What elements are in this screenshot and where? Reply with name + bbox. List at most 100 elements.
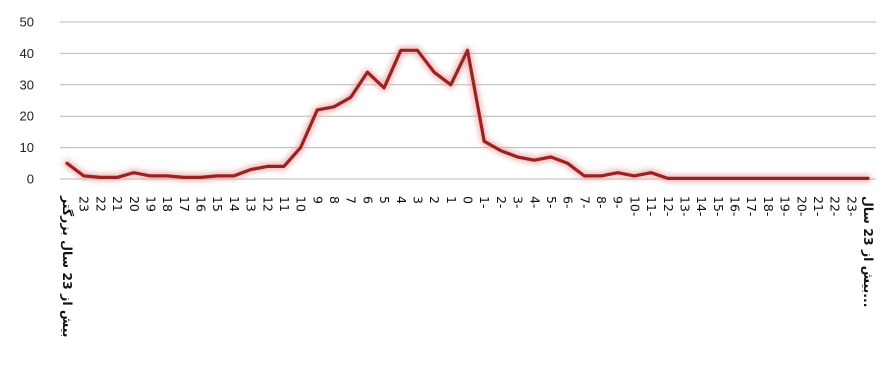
data-point xyxy=(699,177,703,180)
x-tick-label: 21- xyxy=(811,196,826,216)
data-point xyxy=(583,174,586,178)
x-tick-label: 18- xyxy=(761,196,776,216)
x-tick-label: 8- xyxy=(594,196,609,208)
x-tick-label: 3- xyxy=(511,196,526,208)
series-line-shadow xyxy=(63,46,872,182)
x-tick-label: 3 xyxy=(410,196,425,204)
x-tick-label: 13- xyxy=(677,196,692,216)
data-point xyxy=(850,177,853,180)
data-point xyxy=(416,49,419,52)
x-tick-label: 1 xyxy=(444,196,459,204)
data-point xyxy=(766,177,770,180)
data-point xyxy=(249,168,252,171)
data-point xyxy=(399,49,402,52)
data-point xyxy=(733,177,736,180)
data-point xyxy=(549,155,553,159)
data-point xyxy=(366,71,369,74)
x-tick-label: 15- xyxy=(711,196,726,216)
y-axis-ticks: 0 10 20 30 40 50 xyxy=(20,15,34,187)
x-tick-label: 14 xyxy=(227,196,242,212)
x-tick-label: 23 xyxy=(77,196,92,212)
x-tick-label: 8 xyxy=(327,196,342,204)
data-point xyxy=(432,71,436,74)
x-tick-label: 20 xyxy=(127,196,142,212)
x-tick-label: 6- xyxy=(561,196,576,208)
y-tick-label: 40 xyxy=(20,46,34,61)
data-point xyxy=(666,177,669,180)
y-tick-label: 50 xyxy=(20,15,34,30)
data-point xyxy=(749,177,753,180)
data-point xyxy=(299,146,302,149)
x-tick-label: 19- xyxy=(778,196,793,216)
data-point xyxy=(266,165,269,168)
data-point xyxy=(199,176,202,179)
x-tick-label: 22 xyxy=(93,196,108,212)
y-tick-label: 10 xyxy=(20,140,34,155)
x-tick-label: 1- xyxy=(477,196,492,208)
x-tick-label: بیش از 23 سال... xyxy=(861,196,876,308)
data-point xyxy=(466,49,469,52)
x-tick-label: 12 xyxy=(260,196,275,212)
data-point xyxy=(866,177,870,180)
data-point xyxy=(566,162,569,165)
data-point xyxy=(165,174,169,178)
data-point xyxy=(282,165,286,168)
x-tick-label: 21 xyxy=(110,196,125,212)
y-tick-label: 20 xyxy=(20,109,34,124)
data-point xyxy=(149,174,152,178)
data-point xyxy=(516,155,519,159)
x-tick-label: 9- xyxy=(611,196,626,208)
data-point xyxy=(115,176,119,179)
data-point xyxy=(482,140,486,143)
x-tick-label: 23- xyxy=(844,196,859,216)
data-point xyxy=(99,176,102,179)
data-point xyxy=(599,174,603,178)
x-tick-label: 19 xyxy=(143,196,158,212)
data-point xyxy=(816,177,820,180)
data-point xyxy=(332,105,336,108)
data-point xyxy=(449,83,453,87)
x-tick-label: 14- xyxy=(694,196,709,216)
x-tick-label: 10 xyxy=(294,196,309,212)
x-tick-label: 0 xyxy=(461,196,476,204)
x-tick-label: 22- xyxy=(828,196,843,216)
x-tick-label: 15 xyxy=(210,196,225,212)
data-point xyxy=(800,177,803,180)
y-tick-label: 0 xyxy=(27,172,34,187)
data-point xyxy=(82,174,85,178)
x-tick-label: 11 xyxy=(277,196,292,212)
x-tick-label: 16- xyxy=(728,196,743,216)
series-group xyxy=(63,46,872,182)
x-tick-label: 5- xyxy=(544,196,559,208)
x-tick-label: 2- xyxy=(494,196,509,208)
data-point xyxy=(833,177,836,180)
data-point xyxy=(182,176,186,179)
x-tick-label: 11- xyxy=(644,196,659,216)
data-point xyxy=(316,108,319,112)
x-tick-label: 17 xyxy=(177,196,192,212)
data-point xyxy=(533,158,536,162)
data-point xyxy=(649,171,653,174)
data-point xyxy=(132,171,135,174)
x-tick-label: 6 xyxy=(360,196,375,204)
x-tick-label: 5 xyxy=(377,196,392,204)
x-tick-label: 20- xyxy=(794,196,809,216)
x-tick-label: 7- xyxy=(577,196,592,208)
x-tick-label: 10- xyxy=(627,196,642,216)
data-point xyxy=(499,149,503,152)
x-tick-label: 17- xyxy=(744,196,759,216)
data-point xyxy=(683,177,686,180)
data-point xyxy=(716,177,720,180)
x-tick-label: بیش از 23 سال بزرگتر xyxy=(60,195,75,337)
x-tick-label: 9 xyxy=(310,196,325,204)
x-tick-label: 16 xyxy=(194,196,209,212)
x-tick-label: 4 xyxy=(394,196,409,204)
x-tick-label: 12- xyxy=(661,196,676,216)
data-point xyxy=(633,174,636,178)
data-point xyxy=(382,86,386,90)
data-point xyxy=(783,177,786,180)
gridlines xyxy=(60,21,876,180)
x-tick-label: 13 xyxy=(244,196,259,212)
